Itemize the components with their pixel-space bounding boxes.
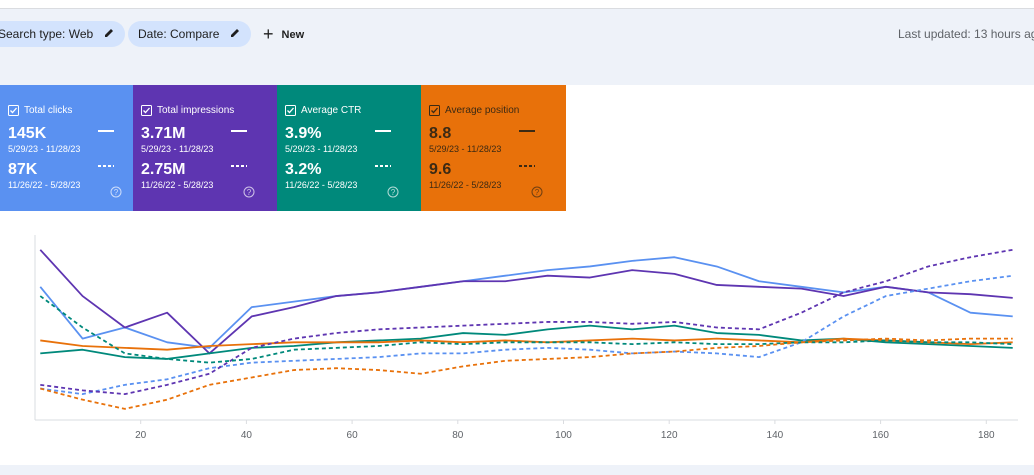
- previous-range: 11/26/22 - 5/28/23: [141, 180, 214, 190]
- svg-text:?: ?: [114, 188, 119, 197]
- previous-range: 11/26/22 - 5/28/23: [429, 180, 502, 190]
- previous-series-line: [40, 274, 1013, 395]
- checkbox[interactable]: [141, 105, 152, 116]
- x-tick-label: 100: [555, 430, 572, 441]
- x-tick-label: 160: [872, 430, 889, 441]
- filter-chip[interactable]: Date: Compare: [128, 21, 251, 47]
- filter-chip[interactable]: Search type: Web: [0, 21, 125, 47]
- current-range: 5/29/23 - 11/28/23: [285, 144, 358, 154]
- current-value: 8.8: [429, 125, 452, 142]
- current-value: 145K: [8, 125, 47, 142]
- previous-value: 2.75M: [141, 161, 186, 178]
- current-range: 5/29/23 - 11/28/23: [429, 144, 502, 154]
- current-series-line: [39, 249, 1013, 355]
- x-tick-label: 80: [452, 430, 464, 441]
- previous-value: 3.2%: [285, 161, 322, 178]
- current-value: 3.71M: [141, 125, 186, 142]
- metric-label: Average CTR: [301, 105, 362, 116]
- dashed-line-icon: [98, 165, 114, 167]
- metric-card[interactable]: Average position 8.8 5/29/23 - 11/28/23 …: [421, 85, 566, 211]
- svg-text:?: ?: [247, 188, 252, 197]
- checkbox[interactable]: [8, 105, 19, 116]
- solid-line-icon: [231, 130, 247, 132]
- dashed-line-icon: [231, 165, 247, 167]
- checkbox[interactable]: [429, 105, 440, 116]
- current-value: 3.9%: [285, 125, 322, 142]
- svg-text:?: ?: [535, 188, 540, 197]
- solid-line-icon: [375, 130, 391, 132]
- chip-label: Search type: Web: [0, 27, 94, 41]
- help-icon[interactable]: ?: [110, 186, 122, 198]
- x-tick-label: 60: [347, 430, 359, 441]
- previous-value: 87K: [8, 161, 38, 178]
- previous-series-line: [40, 337, 1013, 410]
- x-tick-label: 20: [135, 430, 147, 441]
- metric-card[interactable]: Total impressions 3.71M 5/29/23 - 11/28/…: [133, 85, 277, 211]
- help-icon[interactable]: ?: [243, 186, 255, 198]
- previous-series-line: [39, 295, 1013, 364]
- metric-label: Total clicks: [24, 105, 73, 116]
- current-series-line: [40, 337, 1013, 351]
- edit-icon: [104, 29, 113, 37]
- metric-card[interactable]: Total clicks 145K 5/29/23 - 11/28/23 87K…: [0, 85, 133, 211]
- chart: 20 40 60 80 100 120 140 160 180: [34, 235, 1018, 441]
- performance-panel: Total clicks 145K 5/29/23 - 11/28/23 87K…: [0, 85, 1034, 465]
- solid-line-icon: [98, 130, 114, 132]
- chip-label: Date: Compare: [138, 27, 220, 41]
- x-tick-label: 40: [241, 430, 253, 441]
- solid-line-icon: [519, 130, 535, 132]
- dashed-line-icon: [375, 165, 391, 167]
- previous-range: 11/26/22 - 5/28/23: [285, 180, 358, 190]
- dashed-line-icon: [519, 165, 535, 167]
- previous-value: 9.6: [429, 161, 452, 178]
- metric-label: Average position: [445, 105, 520, 116]
- metric-label: Total impressions: [157, 105, 235, 116]
- x-tick-label: 140: [767, 430, 784, 441]
- x-tick-label: 120: [661, 430, 678, 441]
- help-icon[interactable]: ?: [387, 186, 399, 198]
- current-series-line: [39, 256, 1013, 349]
- svg-text:?: ?: [391, 188, 396, 197]
- help-icon[interactable]: ?: [531, 186, 543, 198]
- new-button[interactable]: + New: [263, 24, 305, 44]
- current-range: 5/29/23 - 11/28/23: [141, 144, 214, 154]
- top-bar: [0, 0, 1034, 9]
- new-label: New: [281, 29, 305, 41]
- previous-series-line: [40, 248, 1013, 395]
- x-tick-label: 180: [978, 430, 995, 441]
- checkbox[interactable]: [285, 105, 296, 116]
- current-range: 5/29/23 - 11/28/23: [8, 144, 81, 154]
- previous-range: 11/26/22 - 5/28/23: [8, 180, 81, 190]
- edit-icon: [230, 29, 239, 37]
- last-updated: Last updated: 13 hours ago: [898, 27, 1034, 41]
- metric-card[interactable]: Average CTR 3.9% 5/29/23 - 11/28/23 3.2%…: [277, 85, 421, 211]
